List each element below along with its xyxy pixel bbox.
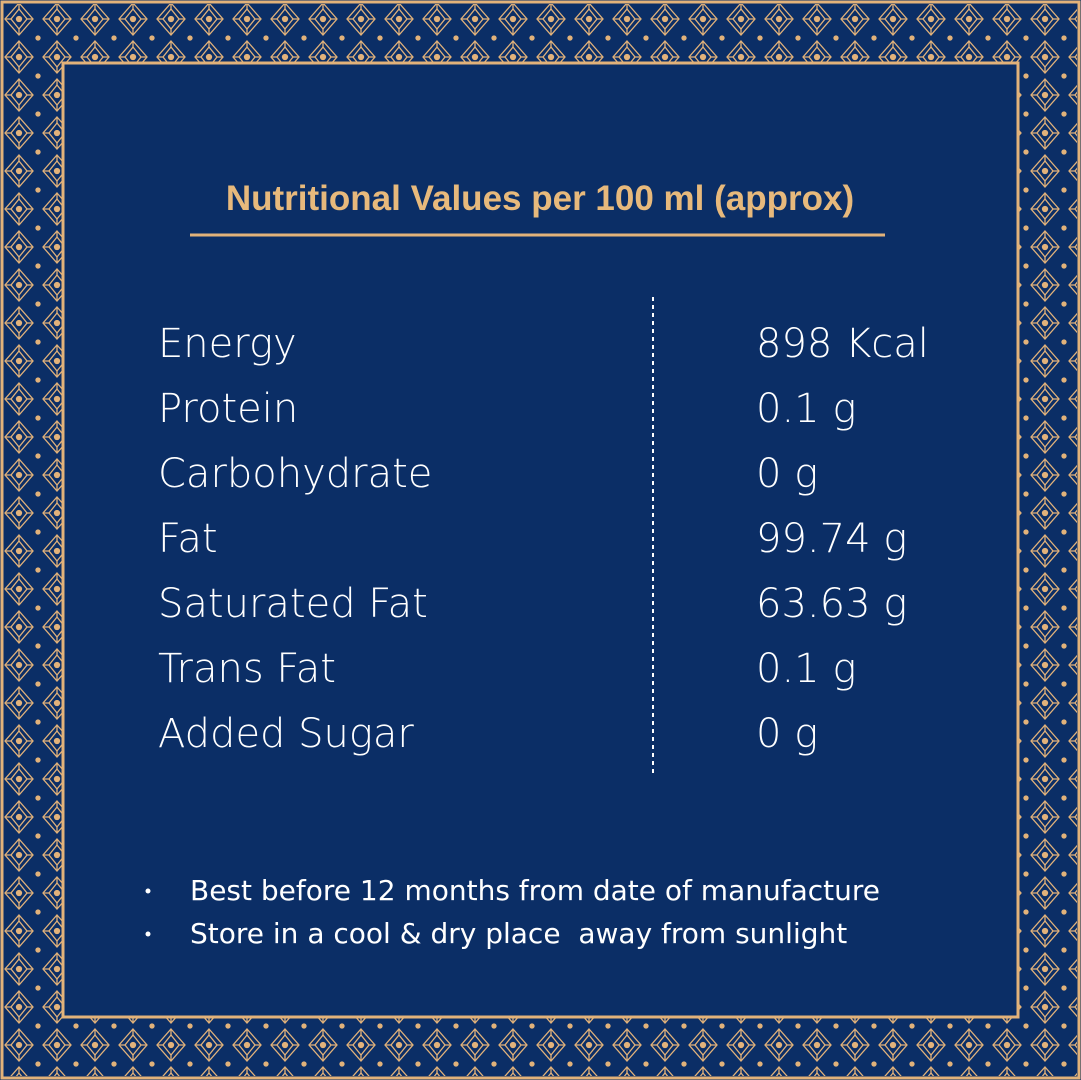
nutrient-value: 0.1 g bbox=[756, 646, 856, 692]
inner-panel bbox=[61, 61, 1020, 1019]
nutrient-name: Energy bbox=[158, 321, 297, 367]
nutrient-name: Trans Fat bbox=[158, 646, 336, 692]
nutrient-name: Fat bbox=[158, 516, 218, 562]
note: Best before 12 months from date of manuf… bbox=[190, 874, 880, 907]
bullet bbox=[145, 931, 151, 937]
nutrition-table: Energy 898 Kcal Protein 0.1 g Carbohydrate 0 … bbox=[158, 321, 929, 757]
nutrient-value: 0 g bbox=[756, 451, 818, 497]
nutrient-value: 99.74 g bbox=[756, 516, 907, 562]
nutrient-name: Saturated Fat bbox=[158, 581, 428, 627]
nutrient-name: Added Sugar bbox=[158, 711, 414, 757]
nutrient-value: 0 g bbox=[756, 711, 818, 757]
title: Nutritional Values per 100 ml (approx) bbox=[226, 179, 854, 218]
nutrient-name: Carbohydrate bbox=[158, 451, 432, 497]
bullet bbox=[145, 888, 151, 894]
nutrient-value: 63.63 g bbox=[756, 581, 907, 627]
note: Store in a cool & dry place away from su… bbox=[190, 917, 847, 950]
nutrient-value: 0.1 g bbox=[756, 386, 856, 432]
notes-list: Best before 12 months from date of manuf… bbox=[145, 874, 880, 950]
nutrient-value: 898 Kcal bbox=[756, 321, 929, 367]
nutrient-name: Protein bbox=[158, 386, 298, 432]
